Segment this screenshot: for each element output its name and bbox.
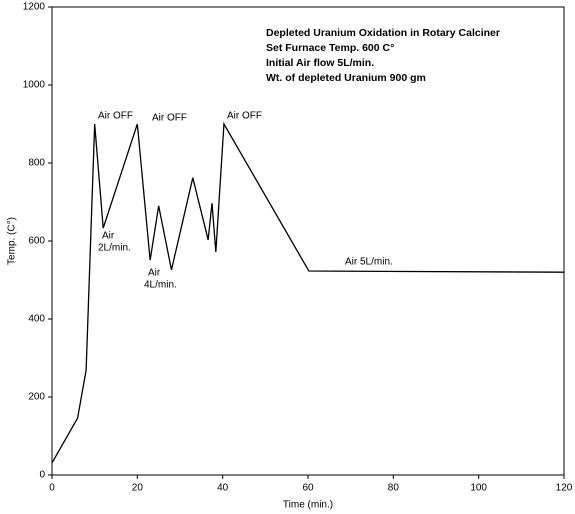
x-tick-label: 80 [388,483,400,494]
annotation: Air 5L/min. [345,257,393,268]
annotation: Air OFF [152,113,187,124]
annotation: 2L/min. [98,243,131,254]
annotation: 4L/min. [144,280,177,291]
chart-note: Wt. of depleted Uranium 900 gm [266,72,426,84]
x-tick-label: 20 [132,483,144,494]
data-line [51,121,565,464]
annotation: Air OFF [98,111,133,122]
x-axis-label: Time (min.) [283,500,333,511]
y-axis-label: Temp. (C°) [7,217,18,265]
y-tick-label: 800 [28,158,45,169]
x-tick-label: 100 [470,483,487,494]
x-tick-label: 120 [556,483,573,494]
x-tick-label: 0 [49,483,55,494]
y-tick-label: 1000 [23,80,46,91]
annotation: Air [148,268,161,279]
chart-note: Set Furnace Temp. 600 C° [266,42,394,54]
y-tick-label: 200 [28,392,45,403]
x-tick-label: 40 [217,483,229,494]
y-tick-label: 1200 [23,2,46,13]
x-tick-label: 60 [302,483,314,494]
annotation: Air [102,231,115,242]
chart-note: Initial Air flow 5L/min. [266,57,374,69]
annotation: Air OFF [227,111,262,122]
chart-note: Depleted Uranium Oxidation in Rotary Cal… [266,27,500,39]
y-tick-label: 0 [39,470,45,481]
y-tick-label: 400 [28,314,45,325]
y-tick-label: 600 [28,236,45,247]
